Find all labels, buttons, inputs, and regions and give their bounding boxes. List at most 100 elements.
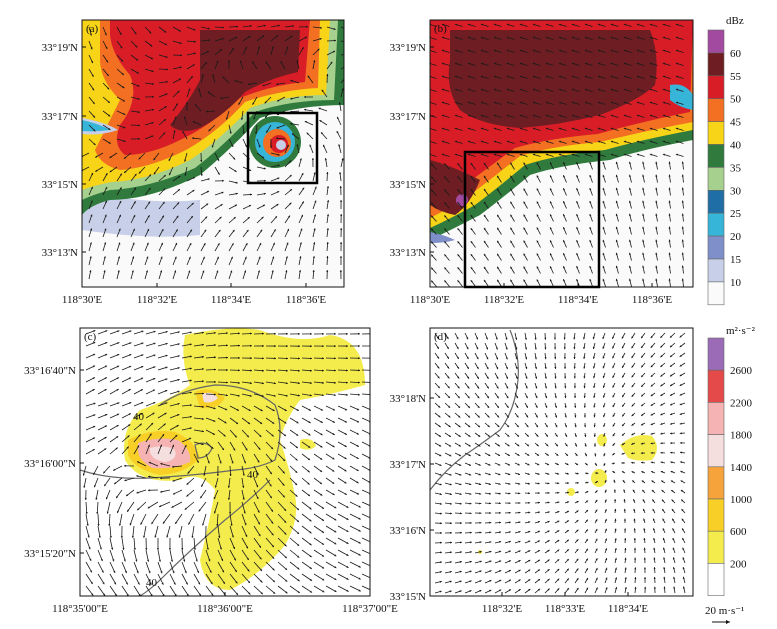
wind-vector (681, 528, 686, 534)
wind-vector (265, 429, 274, 437)
wind-vector (562, 266, 567, 274)
wind-vector (484, 442, 491, 447)
wind-vector (158, 501, 171, 508)
wind-vector (544, 402, 548, 409)
wind-vector (97, 353, 108, 359)
wind-vector (573, 332, 576, 340)
wind-vector (129, 513, 135, 526)
wind-vector (610, 75, 619, 79)
wind-vector (562, 227, 567, 235)
wind-vector (594, 499, 598, 504)
wind-vector (217, 549, 224, 562)
wind-vector (277, 513, 287, 524)
wind-vector (144, 256, 149, 266)
wind-vector (496, 227, 502, 235)
wind-vector (97, 436, 107, 443)
wind-vector (594, 528, 598, 534)
wind-vector (320, 132, 328, 140)
wind-vector (534, 442, 539, 447)
wind-vector (326, 39, 337, 42)
colorbar-label: 1800 (730, 430, 753, 442)
wind-vector (534, 332, 537, 340)
wind-vector (669, 422, 676, 425)
wind-vector (504, 511, 511, 514)
wind-vector (594, 509, 598, 514)
wind-vector (544, 588, 550, 594)
wind-vector (284, 242, 289, 252)
wind-vector (536, 188, 541, 196)
wind-vector (584, 509, 589, 514)
wind-vector (265, 453, 273, 462)
wind-vector (604, 479, 607, 484)
wind-vector (650, 461, 656, 464)
wind-vector (102, 242, 107, 252)
wind-vector (253, 561, 263, 572)
wind-vector (337, 585, 349, 592)
wind-vector (186, 52, 196, 56)
wind-vector (649, 75, 658, 79)
wind-vector (593, 432, 596, 437)
wind-vector (361, 513, 370, 519)
wind-vector (454, 362, 460, 369)
wind-vector (434, 580, 442, 584)
x-tick-label: 118°37'00"E (342, 603, 398, 615)
wind-vector (631, 362, 636, 368)
wind-vector (524, 550, 531, 554)
wind-vector (640, 412, 646, 417)
wind-vector (564, 491, 570, 494)
wind-vector (349, 344, 361, 348)
wind-vector (277, 573, 288, 582)
wind-vector (681, 508, 686, 514)
wind-vector (133, 423, 142, 431)
wind-vector (668, 200, 671, 209)
wind-vector (564, 392, 567, 399)
wind-vector (680, 489, 686, 494)
wind-vector (434, 462, 442, 467)
wind-vector (186, 242, 192, 252)
x-tick-label: 118°36'00"E (197, 603, 253, 615)
wind-vector (434, 570, 442, 574)
colorbar-swatch (707, 52, 725, 77)
wind-vector (621, 332, 626, 339)
wind-vector (536, 279, 541, 287)
colorbar-label: 50 (730, 94, 742, 106)
wind-vector (277, 381, 288, 385)
wind-vector (494, 452, 501, 457)
wind-vector (523, 162, 528, 170)
wind-vector (484, 589, 492, 594)
wind-vector (615, 278, 619, 287)
wind-vector (564, 432, 568, 438)
wind-vector (133, 549, 138, 562)
wind-vector (454, 531, 463, 534)
wind-vector (174, 513, 183, 525)
wind-vector (642, 239, 645, 248)
wind-vector (467, 127, 476, 131)
wind-vector (544, 539, 550, 544)
wind-vector (631, 432, 636, 436)
wind-vector (544, 362, 547, 370)
wind-vector (312, 214, 316, 224)
wind-vector (296, 60, 300, 70)
wind-vector (194, 104, 202, 112)
wind-vector (166, 525, 171, 538)
wind-vector (222, 76, 230, 84)
wind-vector (121, 342, 132, 347)
wind-vector (589, 213, 593, 222)
wind-vector (311, 157, 314, 168)
x-tick-label: 118°36'E (632, 294, 672, 306)
wind-vector (158, 188, 166, 196)
wind-vector (124, 477, 135, 482)
wind-vector (544, 491, 550, 495)
wind-vector (467, 23, 476, 27)
wind-vector (576, 187, 580, 196)
wind-vector (178, 525, 183, 538)
wind-vector (337, 405, 348, 411)
wind-vector (169, 378, 180, 383)
wind-vector (633, 538, 636, 544)
wind-vector (270, 229, 276, 238)
wind-vector (623, 499, 626, 504)
wind-vector (241, 344, 253, 347)
colorbar-label: 35 (730, 162, 742, 174)
wind-vector (270, 24, 280, 28)
panel-c-field (80, 328, 370, 596)
